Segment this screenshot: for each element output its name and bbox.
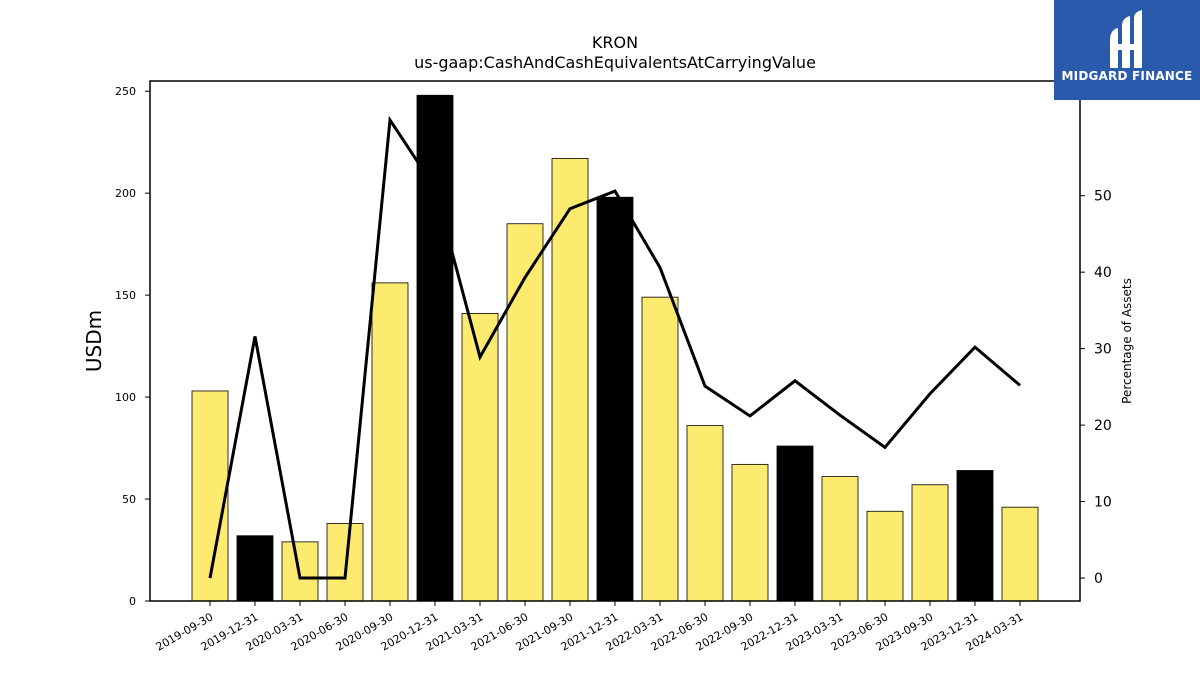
bar-2024-03-31 (1001, 506, 1039, 602)
logo-text: MIDGARD FINANCE (1061, 69, 1193, 83)
y2-tick-label: 10 (1094, 495, 1112, 511)
bar-2023-03-31 (821, 476, 859, 602)
bar-2020-12-31 (416, 94, 454, 602)
bar-2019-09-30 (191, 390, 229, 602)
line-layer (208, 115, 1021, 580)
y2-tick-label: 30 (1094, 342, 1112, 358)
y2-tick-label: 20 (1094, 418, 1112, 434)
chart-subtitle: us-gaap:CashAndCashEquivalentsAtCarrying… (414, 53, 816, 72)
bar-2021-06-30 (506, 223, 544, 602)
logo-mark-icon (1110, 10, 1142, 68)
y2-axis-label: Percentage of Assets (1120, 278, 1134, 404)
y-tick-label: 250 (115, 85, 136, 98)
plot-frame (149, 80, 1081, 602)
bar-2022-12-31 (776, 445, 814, 602)
bar-2022-06-30 (686, 425, 724, 602)
y-tick-label: 50 (122, 493, 136, 506)
chart-title: KRON (592, 33, 638, 52)
bar-2023-09-30 (911, 484, 949, 602)
bar-2020-06-30 (326, 523, 364, 602)
bar-2021-09-30 (551, 158, 589, 602)
y-tick-label: 100 (115, 391, 136, 404)
y-tick-label: 200 (115, 187, 136, 200)
y2-tick-label: 0 (1094, 571, 1103, 587)
brand-logo: MIDGARD FINANCE (1054, 0, 1200, 100)
y2-tick-label: 50 (1094, 189, 1112, 205)
bar-2022-03-31 (641, 296, 679, 602)
y-tick-label: 150 (115, 289, 136, 302)
bar-2019-12-31 (236, 535, 274, 602)
y-axis-label: USDm (82, 310, 106, 372)
bar-2021-03-31 (461, 313, 499, 602)
y2-tick-label: 40 (1094, 265, 1112, 281)
bar-2020-09-30 (371, 282, 409, 602)
bar-2023-12-31 (956, 470, 994, 602)
y-tick-label: 0 (129, 595, 136, 608)
bar-2022-09-30 (731, 463, 769, 602)
bar-layer (191, 94, 1039, 602)
bar-2023-06-30 (866, 510, 904, 602)
bar-2021-12-31 (596, 196, 634, 602)
